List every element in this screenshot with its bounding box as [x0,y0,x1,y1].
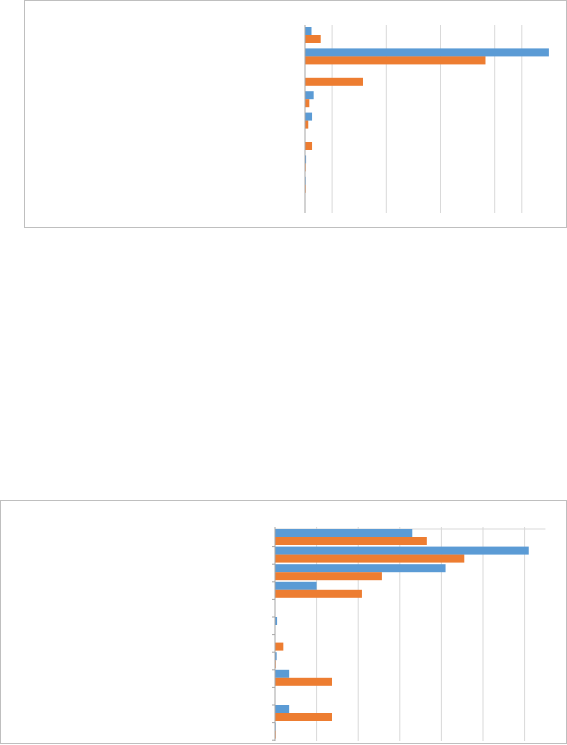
bar-series-1-c4 [275,581,317,590]
bar-series-1-c9 [275,669,290,678]
bar-series-2-c1 [305,35,321,43]
bar-series-1-c11 [275,705,290,713]
bar-series-2-c3 [305,77,363,86]
bar-series-1-c1 [275,529,413,537]
bar-series-1-c6 [275,617,278,625]
bar-series-1-c2 [275,546,529,555]
bar-series-2-c4 [305,99,310,108]
chart-frame-bottom [0,500,567,744]
bar-chart-bottom [272,527,546,741]
bar-chart-top [304,25,549,213]
bar-series-1-c8 [275,652,277,661]
chart-frame-top [24,0,567,228]
bar-series-2-c4 [275,589,362,598]
bar-series-2-c5 [305,120,309,129]
bar-series-2-c9 [275,677,332,686]
bar-series-1-c4 [305,91,314,100]
bar-series-2-c2 [305,56,486,65]
bar-series-1-c5 [305,112,313,121]
bar-series-2-c6 [305,142,313,150]
bar-series-1-c7 [305,155,307,164]
bar-series-2-c1 [275,537,427,545]
bar-series-2-c7 [275,642,284,651]
bar-series-1-c2 [305,48,549,57]
bar-series-1-c1 [305,27,312,35]
bar-series-2-c3 [275,572,382,581]
bar-series-1-c3 [275,564,446,573]
bar-series-2-c11 [275,713,332,721]
bar-series-2-c2 [275,554,465,563]
